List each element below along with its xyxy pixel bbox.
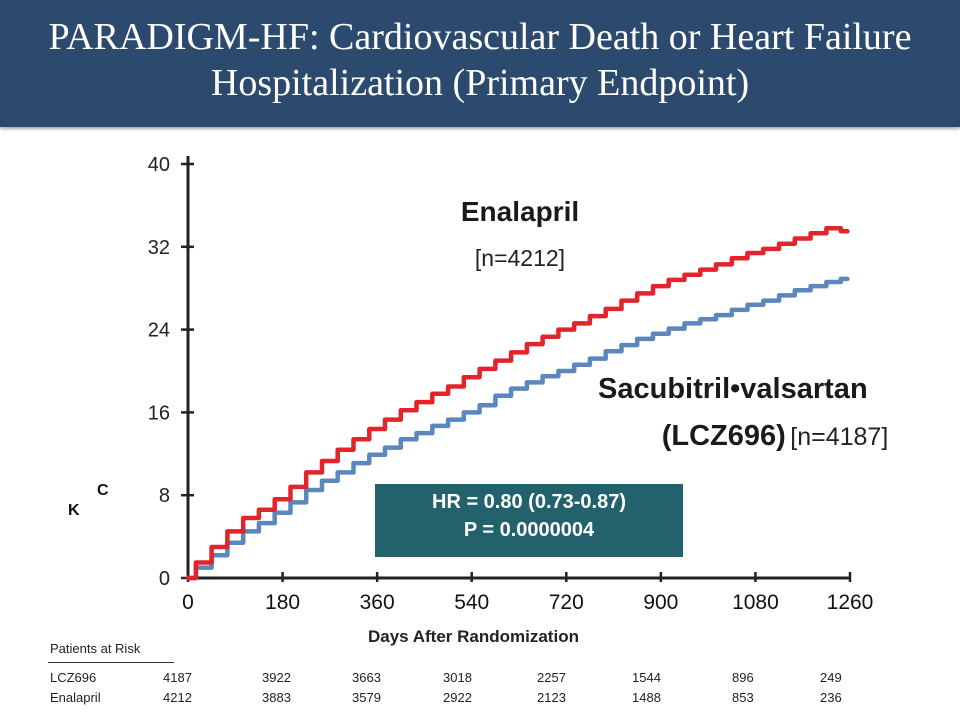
risk-row-label: Enalapril <box>50 690 101 705</box>
sacubitril-label-line2: (LCZ696) [n=4187] <box>600 420 950 453</box>
p-value-text: P = 0.0000004 <box>463 519 595 541</box>
risk-table-rule <box>48 662 174 663</box>
x-tick-label: 1080 <box>732 591 779 614</box>
y-tick-label: 0 <box>159 568 170 590</box>
title-banner: PARADIGM-HF: Cardiovascular Death or Hea… <box>0 0 960 127</box>
enalapril-curve <box>185 225 850 581</box>
x-tick-label: 360 <box>360 591 395 614</box>
x-tick-label: 900 <box>643 591 678 614</box>
hazard-ratio-box: HR = 0.80 (0.73-0.87) P = 0.0000004 <box>375 484 683 557</box>
mark-c: C <box>97 482 109 499</box>
sacubitril-curve <box>185 276 850 581</box>
risk-cell: 236 <box>820 690 842 705</box>
risk-row-label: LCZ696 <box>50 670 97 685</box>
risk-cell: 1544 <box>632 670 661 685</box>
enalapril-n-label: [n=4212] <box>474 245 566 271</box>
risk-cell: 4212 <box>163 690 192 705</box>
y-tick-label: 8 <box>159 485 170 507</box>
y-tick-label: 16 <box>148 402 170 424</box>
risk-cell: 3579 <box>352 690 381 705</box>
x-tick-label: 0 <box>182 591 194 614</box>
page-title: PARADIGM-HF: Cardiovascular Death or Hea… <box>48 16 912 104</box>
risk-cell: 896 <box>732 670 754 685</box>
risk-cell: 853 <box>732 690 754 705</box>
risk-cell: 2257 <box>537 670 566 685</box>
risk-cell: 1488 <box>632 690 661 705</box>
hazard-ratio-text: HR = 0.80 (0.73-0.87) <box>432 491 626 513</box>
y-tick-label: 32 <box>148 237 170 259</box>
y-tick-label: 24 <box>148 320 170 342</box>
y-tick-label: 40 <box>148 154 170 176</box>
enalapril-label: Enalapril <box>460 196 580 227</box>
risk-cell: 2123 <box>537 690 566 705</box>
sacubitril-code-label: (LCZ696) <box>661 420 786 452</box>
x-tick-label: 180 <box>265 591 300 614</box>
risk-cell: 4187 <box>163 670 192 685</box>
risk-cell: 3663 <box>352 670 381 685</box>
x-tick-label: 1260 <box>827 591 874 614</box>
risk-cell: 249 <box>820 670 842 685</box>
axes: 0 8 16 24 32 40 0 180 360 540 720 900 1080 1260 <box>148 154 874 614</box>
series-layer <box>185 225 850 581</box>
risk-cell: 3018 <box>443 670 472 685</box>
x-axis-title: Days After Randomization <box>368 627 579 646</box>
risk-table-title: Patients at Risk <box>50 641 141 656</box>
risk-cell: 3922 <box>262 670 291 685</box>
sacubitril-n-label: [n=4187] <box>790 423 889 451</box>
sacubitril-label: Sacubitril•valsartan <box>598 373 868 405</box>
x-tick-label: 720 <box>549 591 584 614</box>
risk-cell: 2922 <box>443 690 472 705</box>
risk-cell: 3883 <box>262 690 291 705</box>
mark-k: K <box>68 502 80 519</box>
x-tick-label: 540 <box>454 591 489 614</box>
